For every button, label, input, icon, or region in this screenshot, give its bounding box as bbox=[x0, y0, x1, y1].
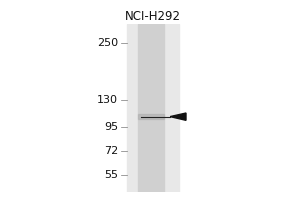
Text: 130: 130 bbox=[97, 95, 118, 105]
Bar bbox=[127, 24, 179, 192]
Text: 95: 95 bbox=[104, 122, 118, 132]
Text: 55: 55 bbox=[104, 170, 118, 180]
Text: 72: 72 bbox=[104, 146, 118, 156]
Text: NCI-H292: NCI-H292 bbox=[125, 10, 181, 23]
Bar bbox=[139, 24, 164, 192]
Bar bbox=[139, 114, 164, 119]
Text: 250: 250 bbox=[97, 38, 118, 48]
Polygon shape bbox=[170, 113, 186, 120]
